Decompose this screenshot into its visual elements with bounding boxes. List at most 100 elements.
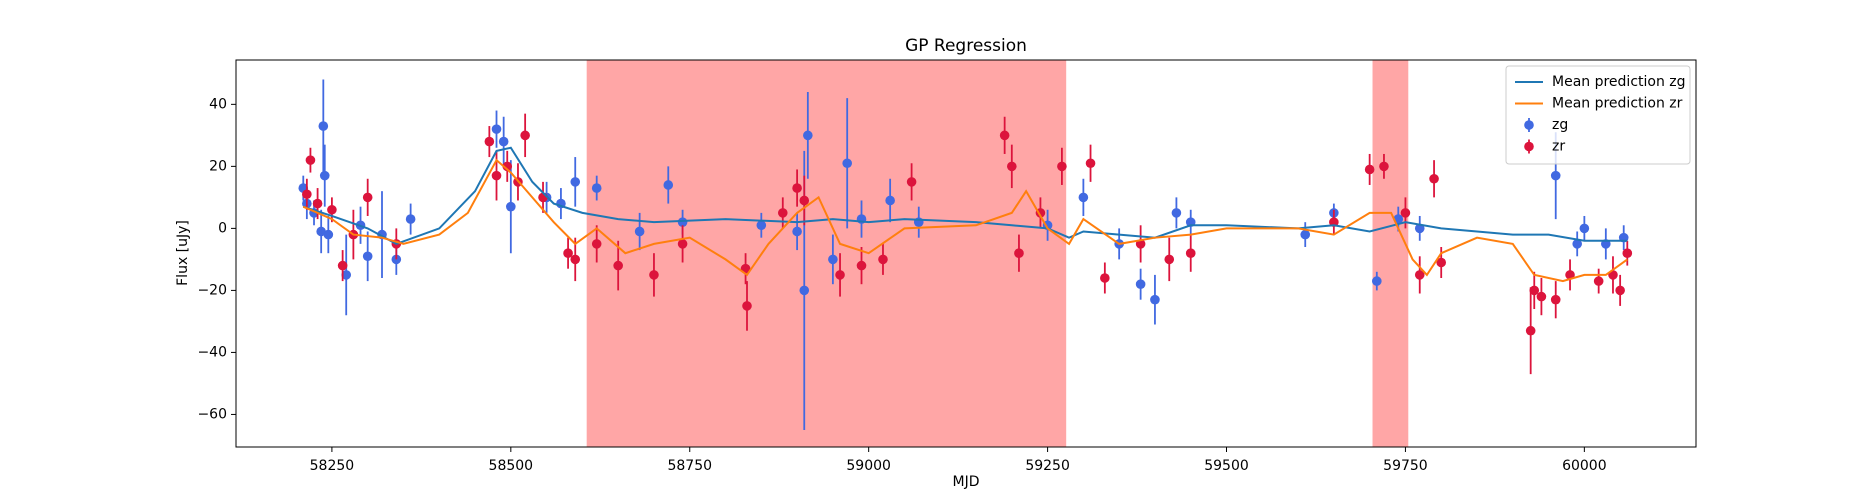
data-point [878, 254, 888, 265]
data-point [756, 220, 767, 231]
data-point [318, 121, 329, 131]
legend-swatch [1524, 120, 1534, 130]
data-point [1171, 208, 1182, 218]
data-point [1622, 248, 1633, 258]
legend-swatch [1524, 141, 1534, 152]
mean-line [302, 146, 1628, 245]
y-tick-label: 40 [209, 96, 227, 112]
y-tick-label: −20 [197, 282, 227, 298]
data-point [1300, 229, 1311, 240]
data-point [742, 301, 752, 311]
data-point [1572, 239, 1582, 249]
x-tick-label: 58500 [489, 458, 534, 474]
data-point [1550, 170, 1561, 181]
data-point [803, 130, 813, 141]
x-tick-label: 59000 [846, 458, 891, 474]
data-point [570, 177, 581, 187]
data-point [999, 130, 1010, 141]
legend-box [1505, 65, 1691, 165]
data-point [1536, 291, 1547, 302]
data-point [302, 189, 312, 200]
data-point [856, 260, 867, 271]
data-point [835, 270, 845, 280]
data-point [792, 183, 802, 193]
data-point [520, 130, 530, 141]
data-point [316, 226, 326, 237]
data-point [1400, 208, 1411, 218]
chart-title: GP Regression [905, 36, 1027, 56]
data-point [1164, 254, 1175, 265]
data-point [1379, 161, 1389, 172]
y-tick-label: −40 [197, 344, 227, 360]
data-point [1372, 276, 1382, 286]
data-point [491, 170, 502, 181]
legend-label: zr [1552, 139, 1565, 155]
data-point [1436, 257, 1447, 268]
legend-label: Mean prediction zg [1552, 74, 1686, 90]
data-point [634, 226, 645, 237]
data-point [1429, 173, 1439, 184]
data-point [663, 180, 674, 190]
data-point [405, 214, 416, 224]
data-point [1085, 158, 1096, 169]
x-tick-label: 59250 [1025, 458, 1070, 474]
x-tick-label: 58250 [310, 458, 355, 474]
y-tick-label: −60 [197, 406, 227, 422]
legend-label: zg [1552, 117, 1568, 133]
mean-line [302, 158, 1628, 283]
x-tick-label: 60000 [1562, 458, 1607, 474]
plot-frame [235, 59, 1697, 448]
x-axis-label: MJD [953, 474, 980, 490]
y-tick-label: 0 [218, 220, 227, 236]
data-point [1525, 325, 1536, 336]
data-point [677, 217, 688, 227]
data-point [1014, 248, 1024, 258]
data-point [312, 198, 323, 209]
y-axis-label: Flux [uJy] [175, 220, 191, 286]
data-point [502, 161, 513, 172]
data-point [1550, 294, 1561, 305]
data-point [828, 254, 838, 265]
data-point [1078, 192, 1089, 203]
data-point [591, 183, 602, 193]
data-point [1135, 279, 1146, 289]
data-point [1593, 276, 1604, 286]
data-point [305, 155, 316, 165]
data-point [792, 226, 802, 237]
data-point [799, 195, 810, 206]
data-point [1615, 285, 1625, 296]
x-tick-label: 59500 [1204, 458, 1249, 474]
x-tick-label: 59750 [1383, 458, 1428, 474]
data-point [506, 201, 516, 212]
plot-area [298, 60, 1633, 447]
data-point [906, 177, 917, 187]
data-point [327, 204, 337, 215]
data-point [1007, 161, 1017, 172]
shaded-span [586, 60, 1067, 447]
data-point [1529, 285, 1540, 296]
data-point [319, 170, 330, 181]
shaded-span [1372, 60, 1409, 447]
data-point [491, 124, 502, 134]
data-point [484, 136, 495, 147]
data-point [362, 251, 373, 262]
data-point [1579, 223, 1590, 234]
data-point [1364, 164, 1375, 175]
legend-label: Mean prediction zr [1552, 96, 1683, 112]
data-point [799, 285, 810, 296]
data-point [362, 192, 373, 203]
data-point [613, 260, 623, 271]
data-point [591, 239, 602, 249]
data-point [677, 239, 688, 249]
data-point [498, 136, 509, 147]
data-point [777, 208, 788, 218]
data-point [842, 158, 852, 169]
x-tick-label: 58750 [667, 458, 712, 474]
data-point [323, 229, 334, 240]
data-point [1414, 270, 1425, 280]
data-point [563, 248, 573, 258]
data-point [649, 270, 659, 280]
data-point [1057, 161, 1067, 172]
data-point [570, 254, 581, 265]
